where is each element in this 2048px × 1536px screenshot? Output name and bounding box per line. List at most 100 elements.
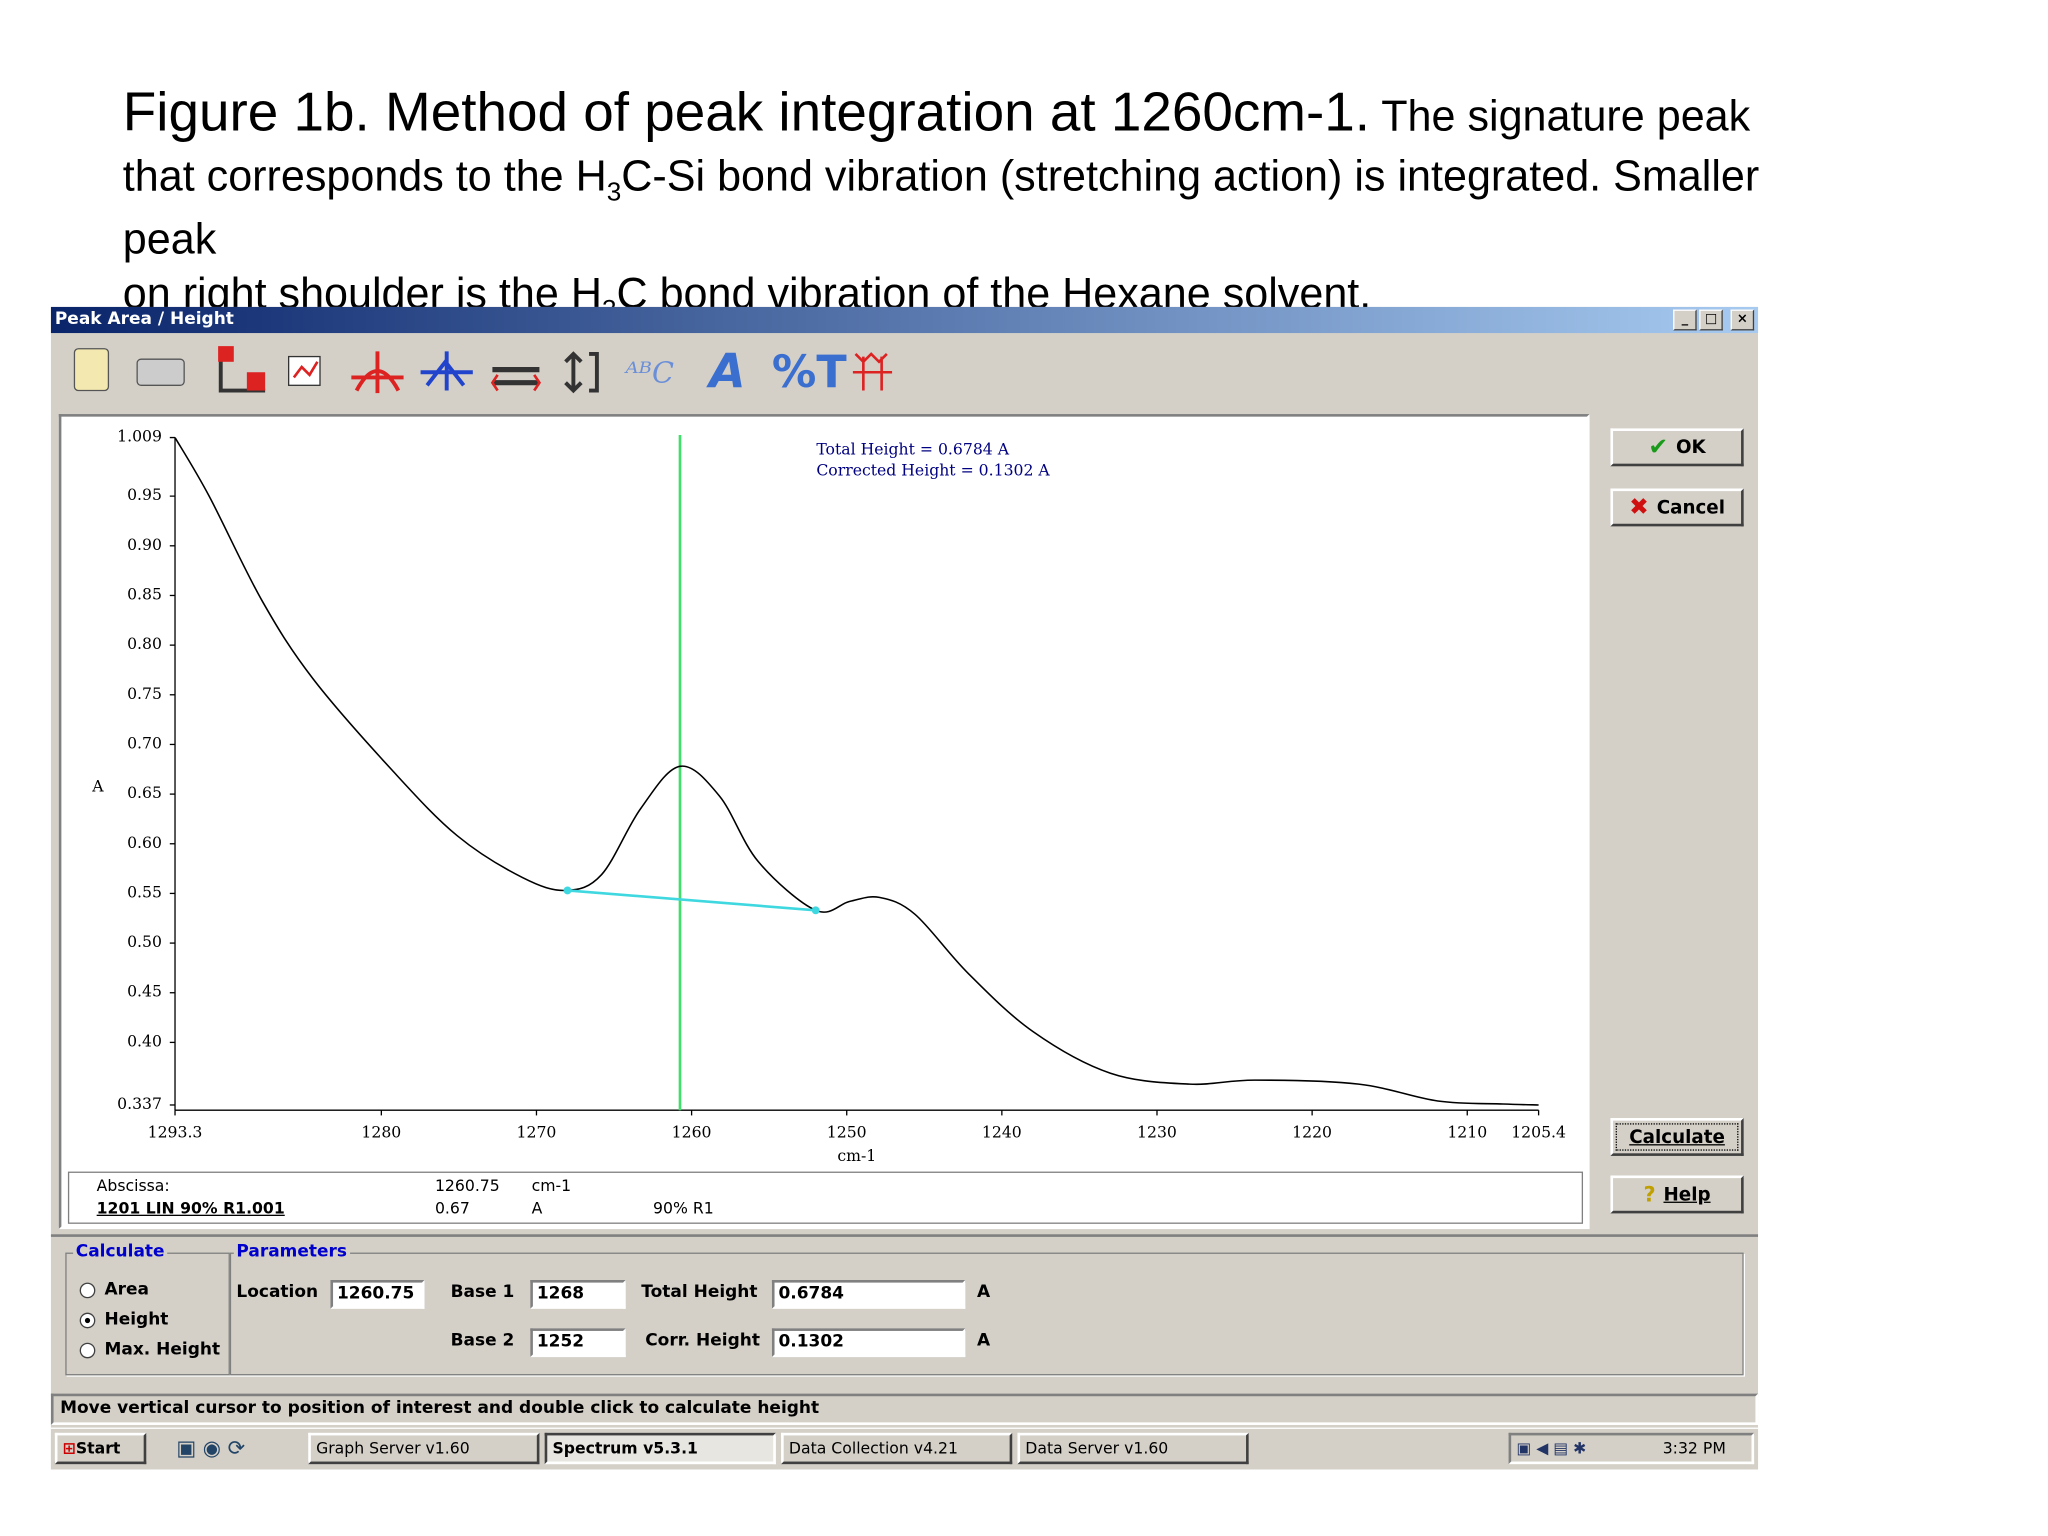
unit-label: A xyxy=(976,1282,991,1303)
y-tick-label: 0.60 xyxy=(127,833,162,852)
y-tick-label: 0.50 xyxy=(127,932,162,951)
tray-icons: ▣ ◀ ▤ ✱ xyxy=(1516,1439,1587,1458)
quick-launch[interactable]: ▣ ◉ ⟳ xyxy=(176,1435,246,1461)
baseline-point xyxy=(563,886,572,895)
y-tick-label: 0.80 xyxy=(127,634,162,653)
x-tick-label: 1240 xyxy=(982,1123,1022,1142)
separator xyxy=(50,1234,1759,1237)
peak-pick-icon[interactable] xyxy=(852,352,893,391)
x-tick-label: 1260 xyxy=(672,1123,712,1142)
y-tick-label: 0.85 xyxy=(127,584,162,603)
y-tick-label: 1.009 xyxy=(117,427,162,446)
group-title: Parameters xyxy=(233,1242,350,1262)
x-tick-label: 1293.3 xyxy=(148,1123,203,1142)
info-unit: A xyxy=(531,1199,543,1218)
base1-field[interactable]: 1268 xyxy=(530,1279,626,1309)
expand-icon[interactable] xyxy=(492,367,540,386)
chart: Total Height = 0.6784 A Corrected Height… xyxy=(91,427,1566,1166)
info-box: Abscissa: 1260.75 cm-1 1201 LIN 90% R1.0… xyxy=(67,1171,1584,1224)
print-icon[interactable] xyxy=(136,358,185,386)
ok-button[interactable]: ✔ OK xyxy=(1610,428,1744,467)
info-value: 0.67 xyxy=(434,1199,470,1218)
x-tick-label: 1270 xyxy=(517,1123,557,1142)
close-button[interactable]: × xyxy=(1730,309,1755,331)
info-sample: 90% R1 xyxy=(653,1199,714,1218)
field-label: Base 2 xyxy=(450,1330,515,1351)
system-tray: ▣ ◀ ▤ ✱ 3:32 PM xyxy=(1508,1432,1755,1465)
clipboard-icon[interactable] xyxy=(73,348,110,392)
y-tick-label: 0.45 xyxy=(127,982,162,1001)
radio-label: Height xyxy=(104,1310,169,1330)
icon-part xyxy=(292,361,319,379)
x-tick-label: 1280 xyxy=(361,1123,401,1142)
caption-line-2: that corresponds to the H3C-Si bond vibr… xyxy=(123,152,1759,209)
y-tick-label: 0.55 xyxy=(127,882,162,901)
peak-icon[interactable] xyxy=(351,351,404,394)
icon-part xyxy=(246,372,266,391)
caption-text: The signature peak xyxy=(1381,91,1751,140)
start-button[interactable]: ⊞Start xyxy=(54,1432,147,1465)
radio-label: Max. Height xyxy=(104,1340,221,1360)
y-tick-label: 0.65 xyxy=(127,783,162,802)
calculate-button[interactable]: Calculate xyxy=(1610,1118,1744,1156)
percent-t-icon[interactable]: %T xyxy=(772,347,847,398)
app-window: Peak Area / Height _ □ × ᴬᴮC A %T Total … xyxy=(50,306,1759,1470)
toolbar: ᴬᴮC A %T xyxy=(73,344,893,399)
minimize-button[interactable]: _ xyxy=(1673,309,1697,331)
field-label: Total Height xyxy=(641,1282,758,1303)
radio-button[interactable] xyxy=(79,1312,96,1329)
y-tick-label: 0.75 xyxy=(127,684,162,703)
x-axis-label: cm-1 xyxy=(837,1146,876,1165)
info-value: 1260.75 xyxy=(434,1176,500,1196)
radio-button[interactable] xyxy=(79,1282,96,1299)
caption-line-3: peak xyxy=(122,214,217,263)
clock: 3:32 PM xyxy=(1662,1439,1726,1458)
annotation: Corrected Height = 0.1302 A xyxy=(816,461,1050,480)
cancel-button[interactable]: ✖ Cancel xyxy=(1610,488,1744,527)
caption-text: C-Si bond vibration (stretching action) … xyxy=(621,151,1760,200)
info-label: Abscissa: xyxy=(96,1176,170,1196)
task-button[interactable]: Data Server v1.60 xyxy=(1017,1432,1249,1465)
axis-icon[interactable] xyxy=(218,351,266,393)
y-tick-label: 0.95 xyxy=(127,485,162,504)
task-button[interactable]: Graph Server v1.60 xyxy=(308,1432,540,1465)
maximize-button[interactable]: □ xyxy=(1699,309,1723,331)
x-tick-label: 1250 xyxy=(827,1123,867,1142)
baseline-point xyxy=(811,906,820,915)
baseline-icon[interactable] xyxy=(420,351,473,391)
help-button[interactable]: ? Help xyxy=(1610,1175,1744,1214)
start-label: Start xyxy=(75,1439,121,1458)
window-title: Peak Area / Height xyxy=(54,309,234,330)
task-button[interactable]: Data Collection v4.21 xyxy=(781,1432,1013,1465)
label-icon[interactable]: ᴬᴮC xyxy=(624,355,674,389)
field-label: Corr. Height xyxy=(645,1330,760,1351)
button-label: Cancel xyxy=(1656,496,1725,518)
info-file: 1201 LIN 90% R1.001 xyxy=(96,1199,285,1218)
unit-label: A xyxy=(976,1330,991,1351)
button-label: Help xyxy=(1663,1183,1711,1205)
info-unit: cm-1 xyxy=(531,1176,572,1196)
cross-icon: ✖ xyxy=(1629,493,1649,522)
total-height-field[interactable]: 0.6784 xyxy=(771,1279,966,1309)
field-label: Location xyxy=(236,1282,319,1303)
task-button[interactable]: Spectrum v5.3.1 xyxy=(544,1432,776,1465)
caption-line-1: Figure 1b. Method of peak integration at… xyxy=(123,81,1750,144)
location-field[interactable]: 1260.75 xyxy=(330,1279,425,1309)
status-bar: Move vertical cursor to position of inte… xyxy=(50,1393,1759,1425)
group-title: Calculate xyxy=(73,1242,168,1262)
font-icon[interactable]: A xyxy=(705,344,745,399)
x-tick-label: 1220 xyxy=(1292,1123,1332,1142)
button-label: OK xyxy=(1675,436,1706,458)
y-axis-label: A xyxy=(91,777,104,796)
annotation: Total Height = 0.6784 A xyxy=(816,440,1009,459)
help-icon: ? xyxy=(1643,1182,1656,1207)
base2-field[interactable]: 1252 xyxy=(530,1328,626,1358)
corr-height-field[interactable]: 0.1302 xyxy=(771,1328,966,1358)
field-label: Base 1 xyxy=(450,1282,515,1303)
parameters-group xyxy=(229,1252,1744,1376)
icon-part xyxy=(218,346,234,362)
radio-button[interactable] xyxy=(79,1342,96,1359)
scale-icon[interactable] xyxy=(564,351,599,394)
